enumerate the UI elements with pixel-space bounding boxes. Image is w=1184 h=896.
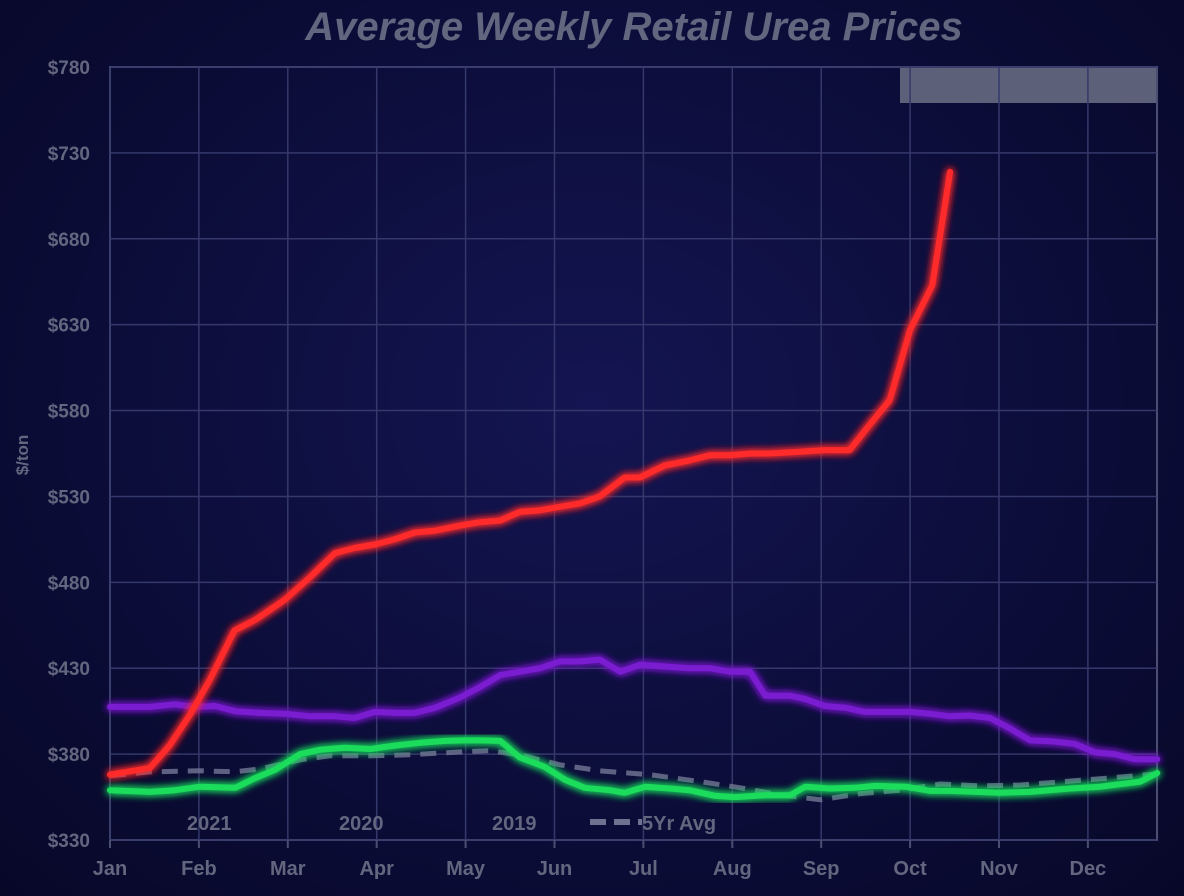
- x-tick-label: Dec: [1070, 858, 1107, 880]
- y-tick-label: $780: [48, 58, 90, 79]
- x-tick-label: Apr: [359, 858, 394, 880]
- x-tick-label: Jan: [93, 858, 127, 880]
- y-tick-label: $680: [48, 230, 90, 251]
- x-tick-label: Jul: [629, 858, 658, 880]
- x-tick-label: May: [446, 858, 486, 880]
- x-tick-label: Aug: [713, 858, 752, 880]
- y-tick-label: $580: [48, 402, 90, 423]
- x-tick-label: Mar: [270, 858, 306, 880]
- y-tick-label: $430: [48, 659, 90, 680]
- grid: [109, 66, 1158, 841]
- series-lines: [107, 168, 1161, 803]
- y-tick-label: $480: [48, 573, 90, 594]
- legend: 2021 2020 2019 5Yr Avg: [132, 813, 716, 835]
- x-tick-label: Feb: [181, 858, 217, 880]
- series-line-5yr-avg: [109, 748, 1158, 803]
- legend-label: 2020: [339, 813, 384, 835]
- series-line-2019: [107, 656, 1161, 763]
- y-tick-label: $730: [48, 144, 90, 165]
- y-axis: $330 $380 $430 $480 $530 $580 $630 $680 $730 $780: [48, 58, 90, 852]
- x-axis: Jan Feb Mar Apr May Jun Jul Aug Sep Oct Nov Dec: [93, 840, 1106, 880]
- legend-label: 2021: [187, 813, 232, 835]
- y-tick-label: $330: [48, 831, 90, 852]
- series-line-2021: [107, 168, 954, 778]
- x-tick-label: Jun: [537, 858, 573, 880]
- y-tick-label: $630: [48, 316, 90, 337]
- redacted-box: [900, 67, 1157, 103]
- chart-title: Average Weekly Retail Urea Prices: [304, 5, 962, 49]
- legend-label: 2019: [492, 813, 537, 835]
- series-line-2020: [107, 737, 1161, 801]
- x-tick-label: Sep: [803, 858, 840, 880]
- legend-label: 5Yr Avg: [642, 813, 716, 835]
- x-tick-label: Oct: [893, 858, 927, 880]
- y-tick-label: $530: [48, 487, 90, 508]
- x-tick-label: Nov: [980, 858, 1019, 880]
- y-axis-label: $/ton: [13, 435, 32, 476]
- y-tick-label: $380: [48, 745, 90, 766]
